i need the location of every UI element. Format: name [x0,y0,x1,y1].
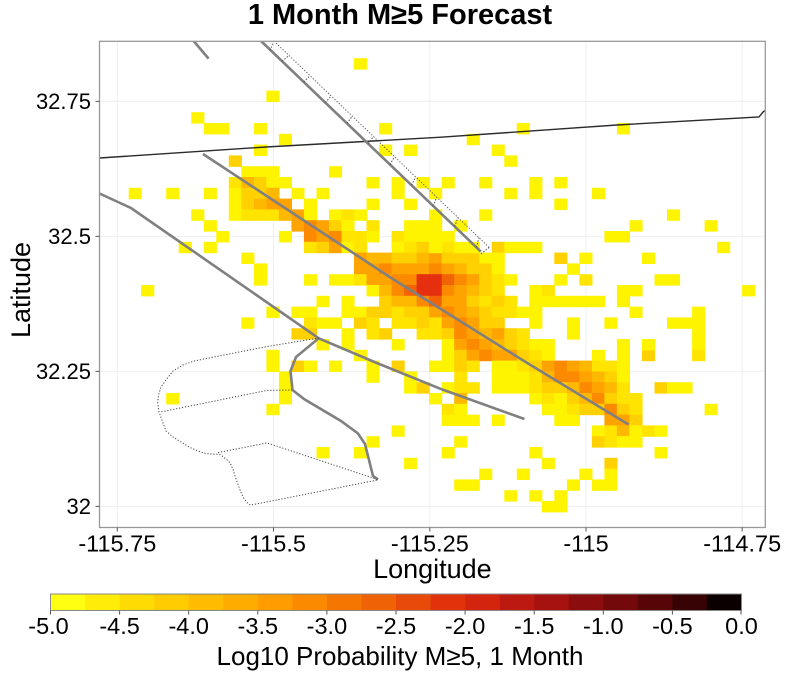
svg-text:-114.75: -114.75 [703,531,781,557]
svg-text:-0.5: -0.5 [652,613,693,639]
svg-text:-115.25: -115.25 [391,531,469,557]
svg-text:Longitude: Longitude [373,554,492,584]
svg-text:Log10 Probability M≥5, 1 Month: Log10 Probability M≥5, 1 Month [217,641,584,671]
svg-text:32.25: 32.25 [36,359,91,384]
svg-text:-115: -115 [563,531,608,557]
svg-text:-2.0: -2.0 [445,613,486,639]
svg-text:-2.5: -2.5 [376,613,417,639]
svg-text:-1.5: -1.5 [514,613,555,639]
svg-text:-5.0: -5.0 [28,613,69,639]
svg-text:-1.0: -1.0 [583,613,624,639]
svg-text:-115.5: -115.5 [241,531,306,557]
svg-text:Latitude: Latitude [6,242,36,338]
svg-text:32.75: 32.75 [36,89,91,114]
svg-text:32.5: 32.5 [48,224,91,249]
svg-text:-3.0: -3.0 [307,613,348,639]
svg-text:-3.5: -3.5 [238,613,279,639]
svg-text:0.0: 0.0 [725,613,758,639]
svg-text:32: 32 [67,494,91,519]
svg-text:-115.75: -115.75 [78,531,156,557]
svg-text:-4.0: -4.0 [168,613,209,639]
svg-text:1 Month M≥5 Forecast: 1 Month M≥5 Forecast [248,0,553,31]
svg-text:-4.5: -4.5 [99,613,140,639]
